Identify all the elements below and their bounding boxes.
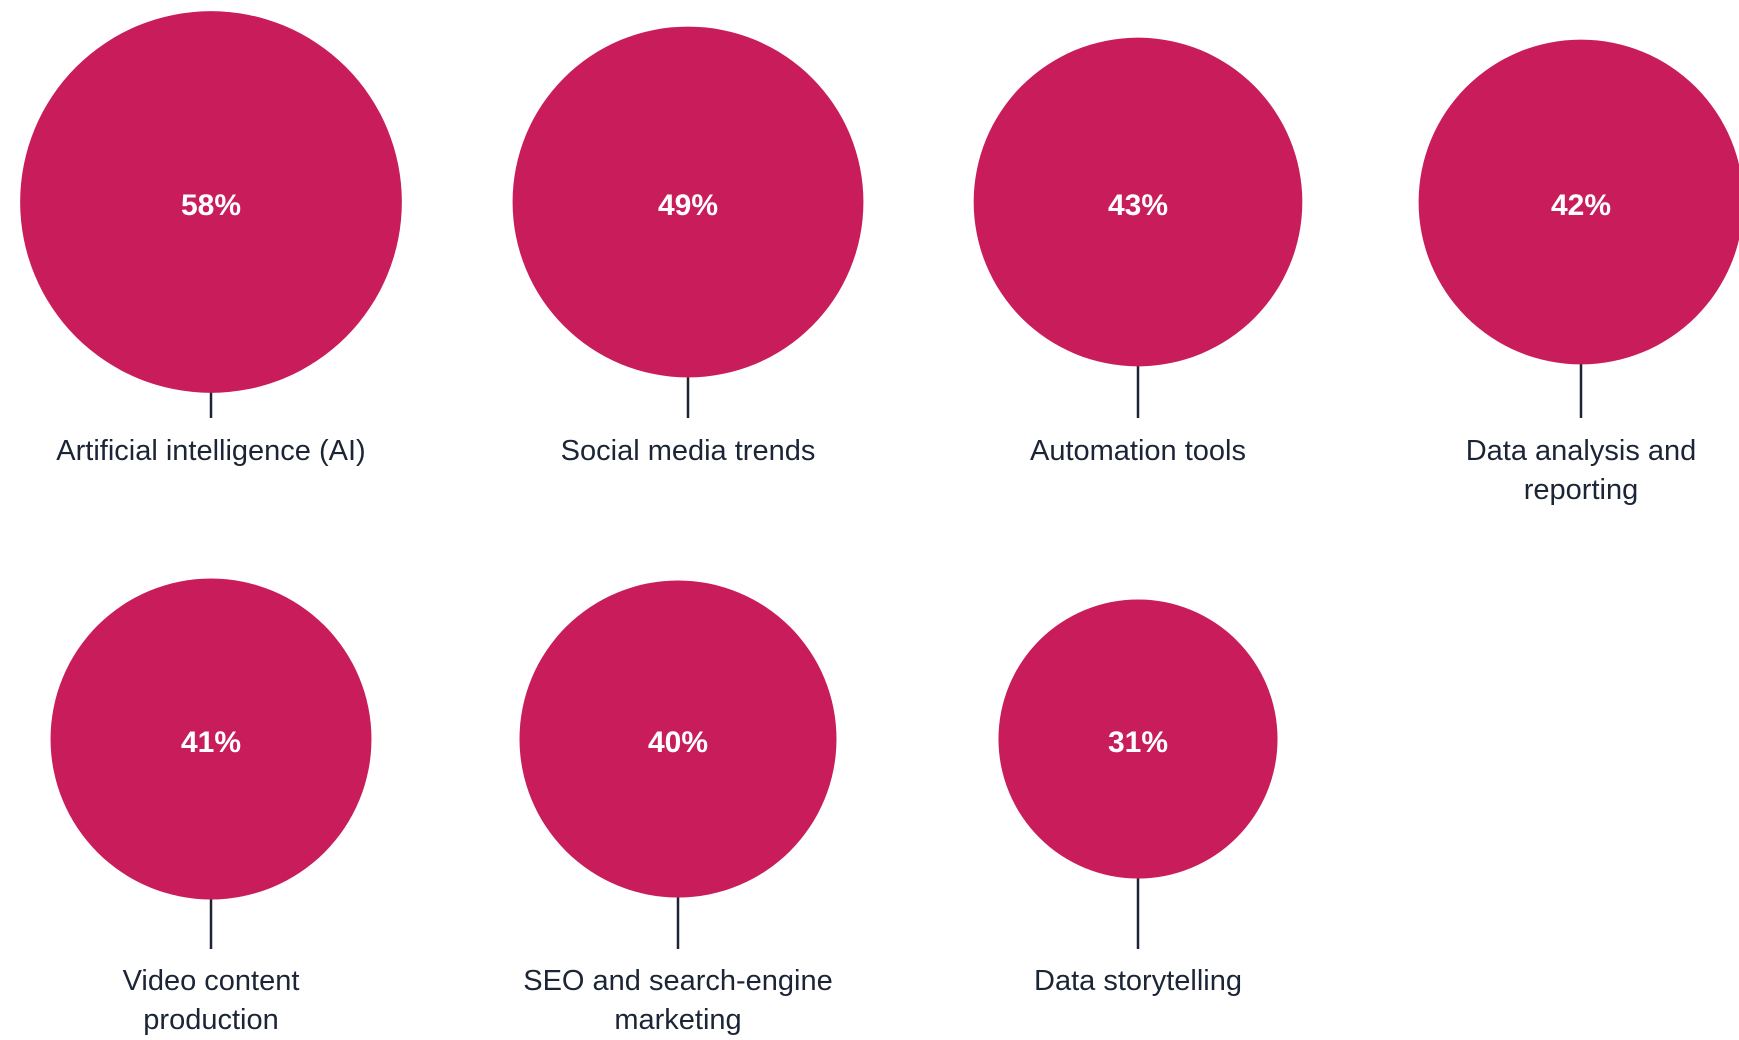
category-label: Data storytelling — [1034, 965, 1242, 997]
value-label: 43% — [1108, 189, 1168, 222]
bubble — [20, 11, 402, 393]
bubble — [973, 37, 1303, 367]
category-label: Social media trends — [560, 435, 816, 467]
value-label: 49% — [658, 189, 718, 222]
category-label: Automation tools — [1029, 435, 1246, 467]
value-label: 41% — [181, 726, 241, 759]
bubble — [50, 578, 372, 900]
category-label: Video content production — [122, 965, 300, 1036]
bubble — [519, 580, 837, 898]
category-label: Data analysis and reporting — [1465, 435, 1697, 506]
bubble — [998, 599, 1278, 879]
value-label: 58% — [181, 189, 241, 222]
bubble — [1418, 39, 1739, 365]
value-label: 40% — [648, 726, 708, 759]
value-label: 42% — [1551, 189, 1611, 222]
category-label: SEO and search-engine marketing — [523, 965, 833, 1036]
bubble — [512, 26, 864, 378]
value-label: 31% — [1108, 726, 1168, 759]
category-label: Artificial intelligence (AI) — [56, 435, 366, 467]
